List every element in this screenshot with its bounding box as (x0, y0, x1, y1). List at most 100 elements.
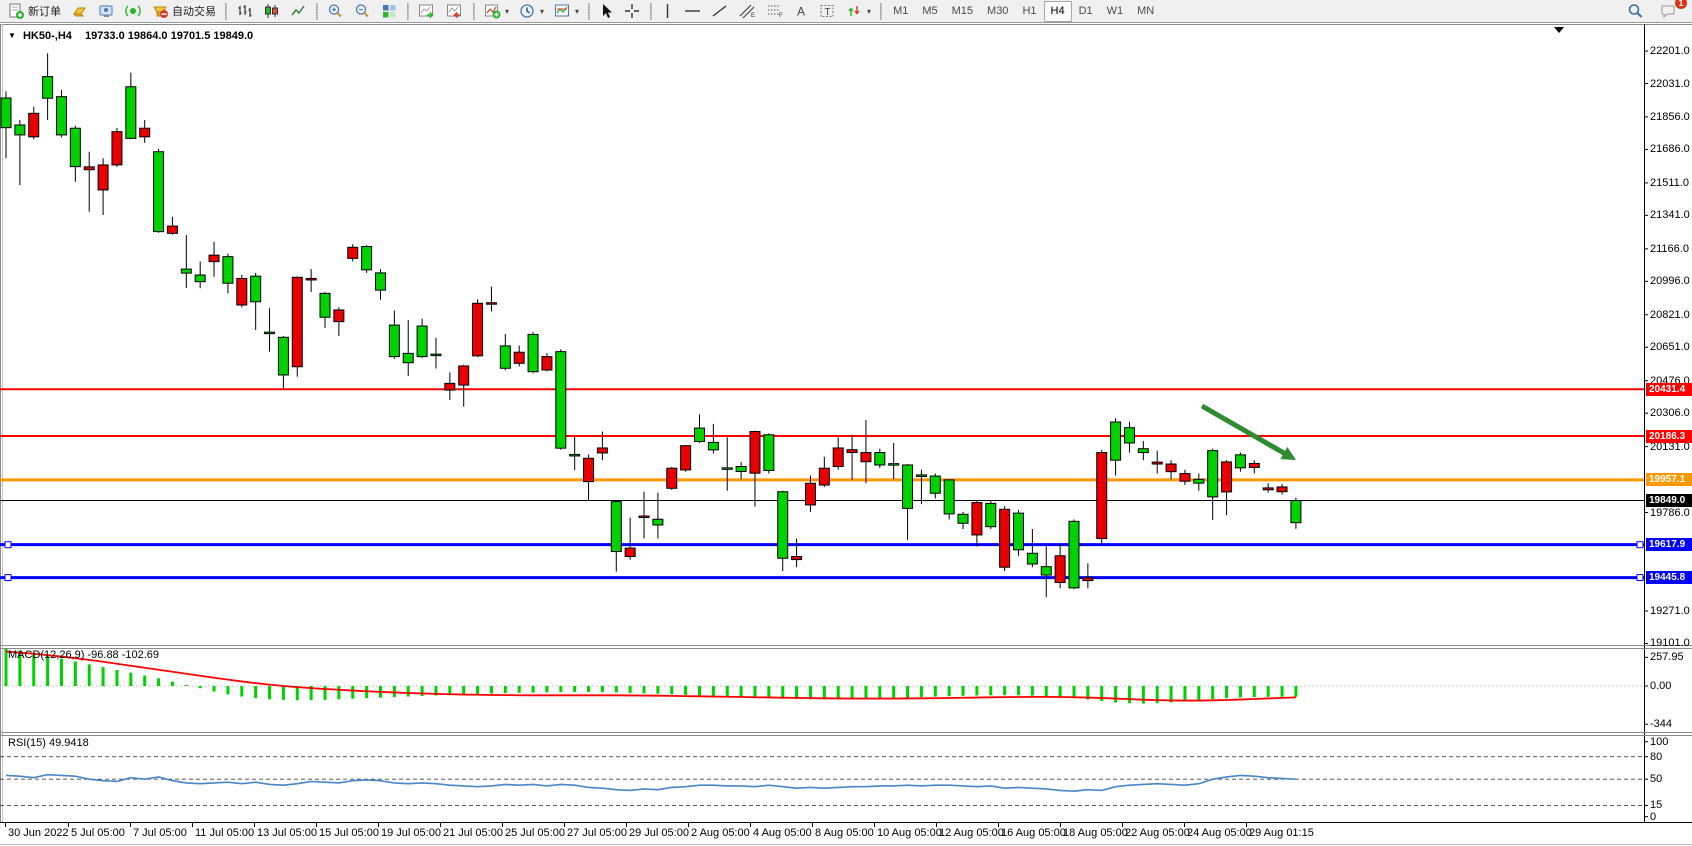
candlestick-chart-button[interactable] (258, 0, 285, 23)
candle-body[interactable] (680, 445, 692, 471)
candle-body[interactable] (1137, 448, 1149, 454)
candle-body[interactable] (499, 345, 511, 369)
candle-body[interactable] (458, 365, 470, 386)
candle-body[interactable] (596, 447, 608, 454)
candle-body[interactable] (638, 515, 650, 519)
candle-body[interactable] (1221, 461, 1233, 493)
tile-windows-button[interactable] (376, 0, 403, 23)
candle-body[interactable] (69, 127, 81, 168)
candle-body[interactable] (818, 467, 830, 486)
candle-body[interactable] (153, 151, 165, 233)
candle-body[interactable] (888, 463, 900, 466)
candle-body[interactable] (485, 302, 497, 305)
timeframe-m30-button[interactable]: M30 (987, 4, 1009, 17)
candle-body[interactable] (28, 112, 40, 138)
candle-body[interactable] (1165, 463, 1177, 473)
candle-body[interactable] (1207, 450, 1219, 498)
timeframe-w1-button[interactable]: W1 (1106, 4, 1124, 17)
candle-body[interactable] (1123, 427, 1135, 444)
horizontal-line-button[interactable] (679, 0, 706, 23)
candle-body[interactable] (1026, 552, 1038, 565)
candle-body[interactable] (1068, 520, 1080, 589)
candle-body[interactable] (555, 351, 567, 449)
candle-body[interactable] (444, 382, 456, 391)
candle-body[interactable] (527, 333, 539, 373)
line-handle[interactable] (1636, 574, 1644, 582)
candle-body[interactable] (416, 325, 428, 358)
chart-shift-button[interactable] (441, 0, 469, 23)
candle-body[interactable] (42, 76, 54, 99)
candle-body[interactable] (929, 475, 941, 494)
candle-body[interactable] (180, 268, 192, 274)
candle-body[interactable] (749, 431, 761, 474)
chevron-down-icon[interactable]: ▾ (540, 6, 545, 16)
arrows-button[interactable]: ▾ (841, 0, 876, 23)
periods-button[interactable]: ▾ (514, 0, 549, 23)
candle-body[interactable] (707, 441, 719, 451)
candle-body[interactable] (1054, 555, 1066, 584)
candle-body[interactable] (999, 508, 1011, 568)
candle-body[interactable] (957, 513, 969, 524)
candle-body[interactable] (430, 353, 442, 357)
timeframe-h1-button[interactable]: H1 (1022, 4, 1037, 17)
candle-body[interactable] (763, 434, 775, 472)
bar-chart-button[interactable] (231, 0, 258, 23)
candle-body[interactable] (943, 479, 955, 515)
timeframe-m1-button[interactable]: M1 (893, 4, 909, 17)
line-handle[interactable] (1636, 541, 1644, 549)
candle-body[interactable] (735, 466, 747, 472)
candle-body[interactable] (0, 97, 12, 129)
candle-body[interactable] (652, 518, 664, 526)
timeframe-d1-button[interactable]: D1 (1078, 4, 1093, 17)
trend-arrow[interactable] (1200, 403, 1289, 458)
zoom-in-button[interactable] (322, 0, 349, 23)
scroll-end-marker-icon[interactable] (1554, 27, 1564, 33)
candle-body[interactable] (139, 127, 151, 138)
candle-body[interactable] (472, 302, 484, 357)
candle-body[interactable] (1262, 487, 1274, 491)
candle-body[interactable] (1248, 462, 1260, 468)
candle-body[interactable] (1151, 461, 1163, 465)
candle-body[interactable] (236, 277, 248, 306)
candle-body[interactable] (208, 254, 220, 263)
equidistant-channel-button[interactable]: E (733, 0, 761, 23)
new-order-button[interactable]: 新订单 (3, 0, 66, 23)
candle-body[interactable] (291, 276, 303, 368)
candle-body[interactable] (111, 131, 123, 166)
gold-button[interactable] (66, 0, 93, 23)
candle-body[interactable] (125, 86, 137, 139)
candle-body[interactable] (250, 275, 262, 303)
search-button[interactable] (1622, 0, 1649, 23)
candle-body[interactable] (194, 274, 206, 283)
indicators-button[interactable]: ▾ (479, 0, 514, 23)
text-button[interactable]: A (789, 0, 814, 23)
candle-body[interactable] (1290, 500, 1302, 524)
candle-body[interactable] (55, 96, 67, 136)
vertical-line-button[interactable] (656, 0, 679, 23)
candle-body[interactable] (333, 309, 345, 323)
fibonacci-button[interactable]: F (761, 0, 789, 23)
candle-body[interactable] (860, 452, 872, 463)
candle-body[interactable] (666, 467, 678, 489)
candle-body[interactable] (1179, 473, 1191, 482)
cursor-button[interactable] (594, 0, 619, 23)
candle-body[interactable] (264, 331, 276, 335)
candle-body[interactable] (777, 491, 789, 559)
chevron-down-icon[interactable]: ▾ (867, 6, 872, 16)
zoom-out-button[interactable] (349, 0, 376, 23)
candle-body[interactable] (1096, 452, 1108, 540)
line-handle[interactable] (4, 541, 12, 549)
line-handle[interactable] (4, 574, 12, 582)
candle-body[interactable] (624, 547, 636, 558)
candle-body[interactable] (319, 292, 331, 318)
candle-body[interactable] (1193, 478, 1205, 484)
candle-body[interactable] (874, 452, 886, 466)
candle-body[interactable] (305, 277, 317, 281)
candle-body[interactable] (832, 447, 844, 468)
chart-menu-triangle-icon[interactable]: ▼ (8, 31, 16, 40)
candle-body[interactable] (902, 464, 914, 509)
candle-body[interactable] (541, 356, 553, 371)
candle-body[interactable] (569, 453, 581, 457)
candle-body[interactable] (388, 324, 400, 358)
candle-body[interactable] (374, 272, 386, 291)
